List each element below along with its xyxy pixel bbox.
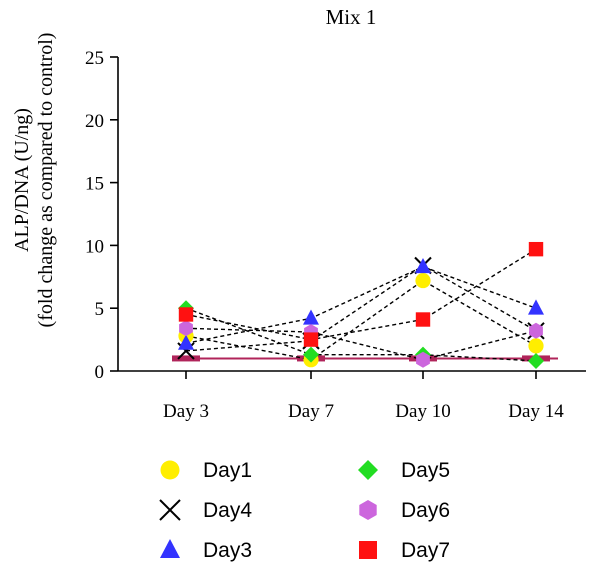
- data-point-day7: [303, 332, 319, 347]
- data-point-day7: [528, 241, 544, 257]
- y-tick-label: 0: [95, 362, 105, 383]
- control-marker: [172, 355, 200, 362]
- y-tick-label: 20: [85, 111, 104, 132]
- legend-item-day1: Day1: [160, 459, 252, 482]
- legend: Day1 Day4 Day3 Day5 Day6 Day7: [159, 459, 450, 562]
- y-ticks: 0 5 10 15 20 25: [85, 48, 118, 383]
- legend-marker-day5: [358, 460, 378, 480]
- y-axis-label-line2: (fold change as compared to control): [35, 33, 57, 328]
- legend-marker-day1: [160, 460, 180, 480]
- x-tick-label: Day 10: [395, 401, 450, 422]
- data-point-day3: [178, 334, 194, 350]
- data-point-day6: [416, 351, 430, 368]
- data-point-day5: [528, 352, 544, 369]
- y-axis-label-line1: ALP/DNA (U/ng): [11, 108, 33, 252]
- data-point-day1: [415, 272, 431, 289]
- data-point-day6: [179, 320, 193, 337]
- data-point-day1: [528, 338, 544, 354]
- legend-marker-day6: [359, 500, 377, 520]
- legend-label: Day5: [401, 459, 450, 482]
- legend-marker-day4: [159, 499, 181, 521]
- data-point-day7: [415, 312, 431, 327]
- data-point-day3: [303, 309, 319, 325]
- series-lines: [185, 248, 537, 362]
- y-tick-label: 15: [85, 174, 104, 195]
- legend-label: Day4: [203, 499, 252, 522]
- legend-label: Day1: [203, 459, 252, 482]
- series-line-day4: [185, 264, 537, 352]
- data-point-day5: [303, 346, 319, 363]
- data-point-day6: [529, 322, 543, 339]
- legend-item-day6: Day6: [359, 499, 450, 522]
- x-tick-label: Day 3: [163, 401, 209, 422]
- legend-label: Day7: [401, 539, 450, 562]
- chart-title: Mix 1: [326, 5, 377, 29]
- x-tick-label: Day 14: [508, 401, 564, 422]
- series-line-day3: [185, 265, 537, 345]
- legend-item-day4: Day4: [159, 499, 252, 522]
- y-tick-label: 25: [85, 48, 104, 69]
- data-point-day3: [528, 299, 544, 315]
- series-line-day6: [185, 327, 537, 361]
- series-line-day5: [185, 307, 537, 362]
- axes: [117, 57, 586, 372]
- legend-item-day7: Day7: [359, 539, 450, 562]
- x-ticks: Day 3 Day 7 Day 10 Day 14: [163, 371, 564, 422]
- legend-item-day5: Day5: [358, 459, 450, 482]
- data-point-day7: [178, 307, 194, 322]
- legend-label: Day6: [401, 499, 450, 522]
- legend-label: Day3: [203, 539, 252, 562]
- y-tick-label: 10: [85, 236, 104, 257]
- x-tick-label: Day 7: [288, 401, 334, 422]
- series-line-day7: [185, 248, 537, 341]
- y-axis-label: ALP/DNA (U/ng) (fold change as compared …: [11, 33, 57, 328]
- y-tick-label: 5: [95, 299, 105, 320]
- series-line-day1: [185, 279, 537, 361]
- data-point-day3: [415, 257, 431, 274]
- legend-item-day3: Day3: [160, 539, 252, 562]
- legend-marker-day3: [160, 539, 180, 558]
- series-markers: [177, 241, 545, 369]
- legend-marker-day7: [359, 541, 377, 559]
